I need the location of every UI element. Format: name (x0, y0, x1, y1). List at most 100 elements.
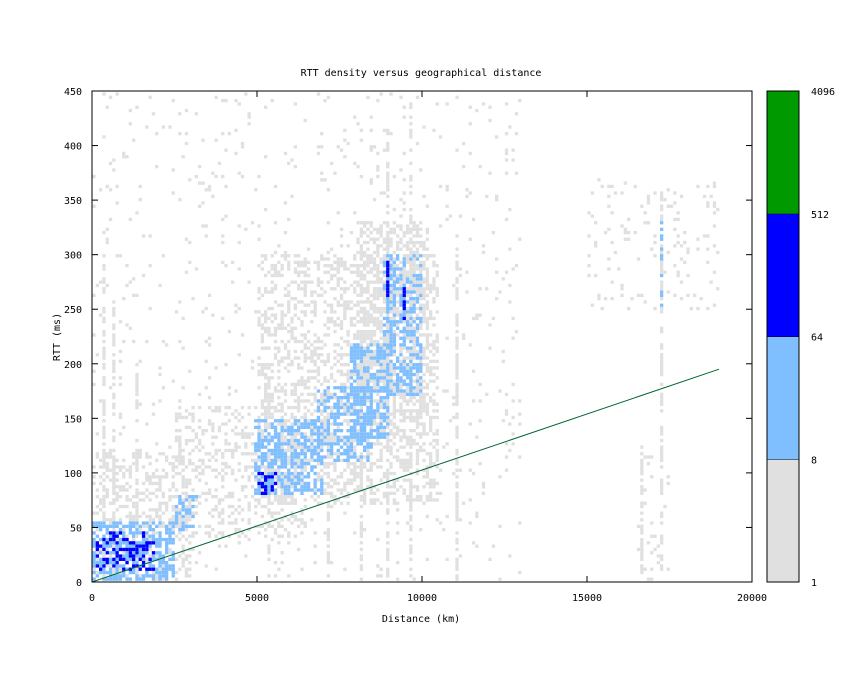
heatmap-cell (396, 224, 400, 228)
heatmap-cell (386, 405, 390, 410)
heatmap-cell (310, 369, 314, 373)
heatmap-cell (386, 508, 390, 512)
heatmap-cell (409, 438, 413, 443)
heatmap-cell (438, 135, 443, 139)
heatmap-cell (435, 481, 439, 486)
heatmap-cell (132, 561, 136, 565)
heatmap-cell (650, 567, 654, 571)
heatmap-cell (128, 280, 132, 284)
heatmap-cell (369, 399, 373, 403)
heatmap-cell (290, 455, 294, 459)
heatmap-cell (402, 303, 406, 307)
heatmap-cell (145, 574, 149, 578)
heatmap-cell (168, 524, 172, 528)
heatmap-cell (132, 455, 136, 459)
heatmap-cell (323, 300, 327, 304)
heatmap-cell (115, 184, 119, 189)
heatmap-cell (313, 471, 317, 476)
heatmap-cell (402, 267, 406, 271)
heatmap-cell (366, 478, 370, 482)
heatmap-cell (445, 557, 449, 561)
heatmap-cell (435, 452, 439, 456)
heatmap-cell (640, 458, 644, 462)
heatmap-cell (102, 485, 106, 489)
heatmap-cell (349, 392, 354, 396)
heatmap-cell (379, 293, 383, 297)
heatmap-cell (191, 448, 195, 453)
heatmap-cell (359, 290, 363, 294)
heatmap-cell (412, 353, 416, 357)
heatmap-cell (260, 514, 264, 519)
heatmap-cell (382, 396, 387, 400)
heatmap-cell (178, 537, 182, 542)
heatmap-cell (396, 267, 400, 271)
heatmap-cell (155, 458, 159, 462)
heatmap-cell (273, 425, 278, 429)
heatmap-cell (412, 330, 416, 334)
heatmap-cell (92, 554, 96, 558)
heatmap-cell (409, 214, 413, 218)
heatmap-cell (399, 382, 403, 387)
heatmap-cell (359, 438, 363, 443)
heatmap-cell (297, 287, 301, 291)
heatmap-cell (161, 468, 165, 472)
heatmap-cell (267, 511, 271, 515)
heatmap-cell (376, 346, 380, 350)
heatmap-cell (399, 283, 403, 288)
heatmap-cell (293, 478, 297, 482)
heatmap-cell (306, 438, 311, 443)
heatmap-cell (369, 260, 373, 264)
heatmap-cell (323, 465, 327, 469)
heatmap-cell (95, 521, 99, 525)
heatmap-cell (419, 363, 423, 367)
heatmap-cell (306, 445, 311, 449)
heatmap-cell (495, 270, 499, 274)
heatmap-cell (349, 445, 354, 449)
heatmap-cell (676, 273, 680, 278)
heatmap-cell (161, 574, 165, 578)
heatmap-cell (392, 471, 396, 476)
heatmap-cell (260, 405, 264, 410)
heatmap-cell (379, 346, 383, 350)
heatmap-cell (267, 412, 271, 416)
heatmap-cell (409, 508, 413, 512)
heatmap-cell (108, 570, 113, 575)
heatmap-cell (392, 306, 396, 311)
heatmap-cell (376, 270, 380, 274)
heatmap-cell (293, 254, 297, 258)
heatmap-cell (336, 369, 340, 373)
heatmap-cell (402, 191, 406, 195)
heatmap-cell (260, 412, 264, 416)
heatmap-cell (353, 435, 357, 439)
heatmap-cell (270, 376, 274, 380)
heatmap-cell (369, 356, 373, 360)
heatmap-cell (372, 349, 377, 354)
heatmap-cell (376, 323, 380, 327)
heatmap-cell (135, 567, 139, 571)
heatmap-cell (455, 392, 459, 396)
heatmap-cell (168, 557, 172, 561)
heatmap-cell (660, 353, 664, 357)
heatmap-cell (300, 462, 304, 466)
heatmap-cell (188, 547, 192, 552)
heatmap-cell (369, 330, 373, 334)
heatmap-cell (359, 452, 363, 456)
heatmap-cell (478, 287, 482, 291)
heatmap-cell (389, 412, 393, 416)
heatmap-cell (419, 254, 423, 258)
heatmap-cell (386, 204, 390, 208)
heatmap-cell (112, 392, 116, 396)
heatmap-cell (514, 171, 519, 175)
heatmap-cell (267, 432, 271, 436)
heatmap-cell (422, 240, 426, 245)
heatmap-cell (363, 349, 367, 354)
heatmap-cell (471, 316, 476, 321)
heatmap-cell (316, 267, 321, 271)
heatmap-cell (343, 300, 347, 304)
heatmap-cell (504, 468, 509, 472)
heatmap-cell (422, 290, 426, 294)
heatmap-cell (660, 273, 664, 278)
heatmap-cell (409, 524, 413, 528)
heatmap-cell (105, 491, 109, 495)
heatmap-cell (402, 280, 406, 284)
